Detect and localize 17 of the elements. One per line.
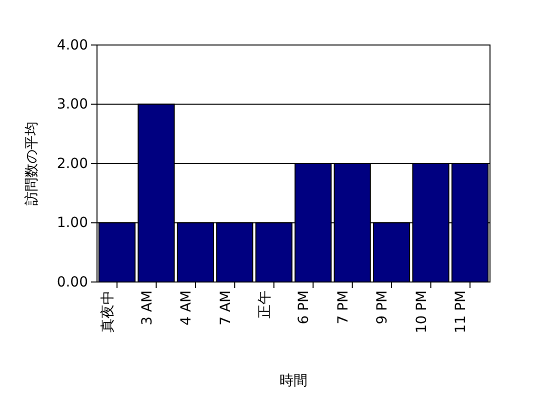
y-tick-label: 0.00 xyxy=(56,274,88,290)
x-tick-label: 10 PM xyxy=(414,290,430,334)
y-tick-label: 2.00 xyxy=(56,156,88,172)
x-tick-label: 11 PM xyxy=(453,290,470,334)
x-tick-label: 7 AM xyxy=(218,290,234,326)
y-axis-title: 訪問数の平均 xyxy=(24,122,40,206)
x-tick-label: 4 AM xyxy=(178,290,195,326)
x-tick-label: 3 AM xyxy=(139,290,156,326)
y-tick-label: 4.00 xyxy=(56,37,88,54)
x-tick-label: 正午 xyxy=(256,290,273,318)
x-tick-label: 6 PM xyxy=(296,290,312,324)
x-tick-label: 7 PM xyxy=(335,290,352,324)
x-tick-label: 9 PM xyxy=(374,290,391,324)
y-tick-label: 1.00 xyxy=(56,215,88,232)
x-axis-title: 時間 xyxy=(280,373,308,389)
x-tick-label: 真夜中 xyxy=(100,290,116,332)
y-tick-label: 3.00 xyxy=(56,96,88,113)
